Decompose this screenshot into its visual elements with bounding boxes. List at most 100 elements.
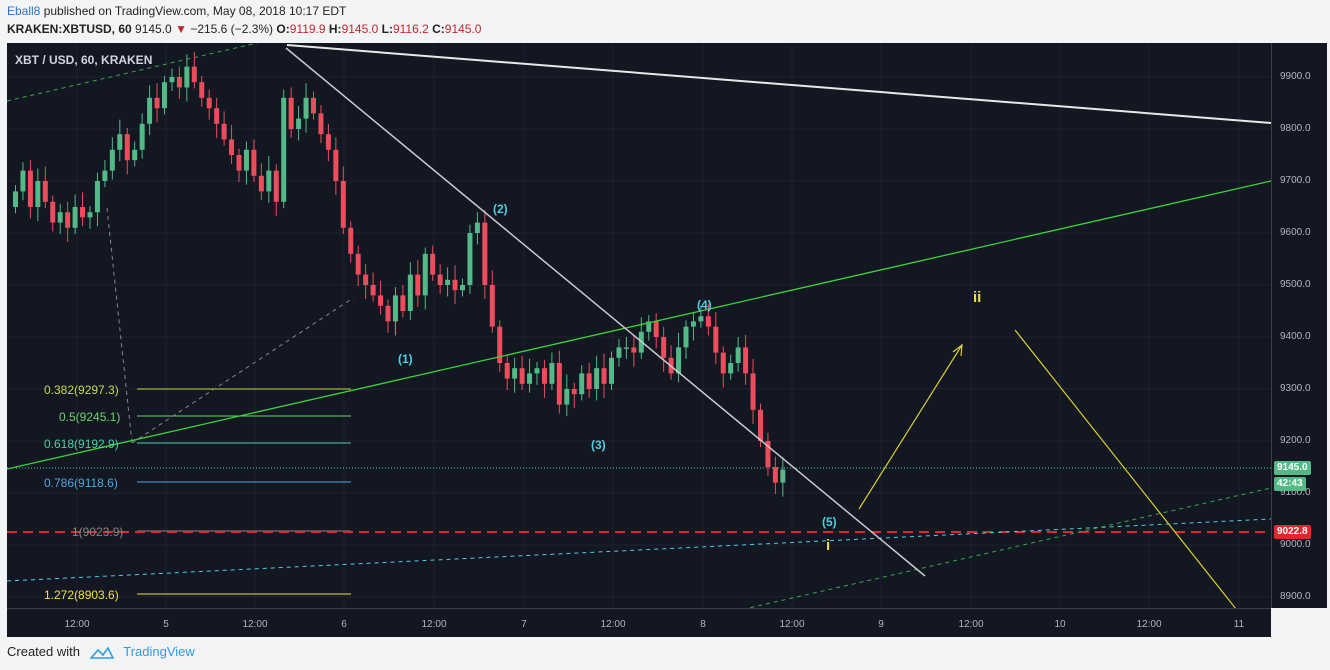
candle-body	[594, 368, 600, 389]
candle-body	[772, 467, 778, 483]
candle-body	[683, 326, 689, 348]
y-tick: 9200.0	[1280, 435, 1311, 446]
candle-body	[72, 207, 78, 228]
candle-body	[564, 389, 570, 405]
candle-body	[191, 66, 197, 83]
price-axis[interactable]: 9900.0 9800.0 9700.0 9600.0 9500.0 9400.…	[1271, 43, 1327, 608]
candle-body	[206, 97, 212, 109]
candle-body	[318, 113, 324, 135]
candle-body	[42, 181, 48, 202]
grid	[7, 43, 1271, 608]
y-tick: 8900.0	[1280, 591, 1311, 602]
wave-label-3: (3)	[591, 438, 606, 452]
candle-body	[303, 97, 309, 119]
x-tick: 5	[163, 619, 169, 630]
candle-body	[430, 253, 436, 275]
candle-body	[214, 108, 220, 124]
candle-body	[474, 222, 480, 233]
candle-body	[541, 368, 547, 384]
candle-body	[452, 279, 458, 291]
bar-countdown-label: 42:43	[1274, 477, 1306, 491]
high-label: H:	[328, 22, 342, 36]
candle-body	[154, 97, 160, 109]
drawings-front	[7, 44, 1271, 608]
last-price: 9145.0	[135, 22, 172, 36]
channel-upper-dashed	[7, 43, 258, 102]
candle-body	[288, 97, 294, 129]
y-tick: 9900.0	[1280, 71, 1311, 82]
fib-level-1272: 1.272(8903.6)	[44, 588, 119, 602]
arrow-head-icon	[952, 343, 963, 357]
candle-body	[35, 181, 41, 207]
ohlc-line: KRAKEN:XBTUSD, 60 9145.0 ▼ −215.6 (−2.3%…	[7, 22, 481, 36]
close-label: C:	[432, 22, 445, 36]
author-link[interactable]: Eball8	[7, 4, 41, 18]
y-tick: 9600.0	[1280, 227, 1311, 238]
wave-label-2: (2)	[493, 202, 508, 216]
y-tick: 9500.0	[1280, 279, 1311, 290]
candle-body	[132, 149, 138, 161]
candle-body	[728, 363, 734, 374]
candle-body	[400, 295, 406, 311]
symbol-label: KRAKEN:XBTUSD, 60	[7, 22, 132, 36]
created-with-label: Created with	[7, 644, 80, 659]
fib-level-05: 0.5(9245.1)	[59, 410, 121, 424]
low-value: 9116.2	[392, 22, 429, 36]
candle-body	[27, 170, 33, 207]
chart-symbol-title: XBT / USD, 60, KRAKEN	[15, 53, 153, 67]
x-tick: 12:00	[958, 619, 984, 630]
candle-body	[623, 347, 629, 349]
y-tick: 9800.0	[1280, 123, 1311, 134]
time-axis[interactable]: 12:00 5 12:00 6 12:00 7 12:00 8 12:00 9 …	[7, 608, 1271, 637]
candle-body	[579, 373, 585, 395]
projection-label-i: i	[826, 537, 831, 554]
candle-body	[229, 139, 235, 155]
candle-body	[467, 233, 473, 285]
candle-body	[221, 123, 227, 140]
candle-body	[534, 368, 540, 374]
down-trendline	[285, 47, 926, 577]
price-change: −215.6 (−2.3%)	[190, 22, 274, 36]
fib-level-0382: 0.382(9297.3)	[44, 383, 119, 397]
candle-body	[50, 201, 56, 223]
candle-body	[698, 316, 704, 322]
publish-line: Eball8 published on TradingView.com, May…	[7, 4, 346, 18]
candle-body	[676, 347, 682, 374]
x-tick: 12:00	[242, 619, 268, 630]
high-value: 9145.0	[341, 22, 379, 36]
candle-body	[147, 97, 153, 124]
candle-body	[333, 149, 339, 181]
publish-info: published on TradingView.com, May 08, 20…	[43, 4, 347, 18]
y-tick: 9700.0	[1280, 175, 1311, 186]
candle-body	[199, 82, 205, 98]
open-value: 9119.9	[289, 22, 326, 36]
candle-body	[460, 285, 465, 291]
candle-body	[266, 170, 272, 192]
wave-label-5: (5)	[822, 515, 837, 529]
tradingview-link[interactable]: TradingView	[123, 644, 195, 659]
candle-body	[705, 316, 711, 327]
candle-body	[325, 134, 331, 150]
y-tick: 9400.0	[1280, 331, 1311, 342]
chart-pane[interactable]: XBT / USD, 60, KRAKEN 0.382(9297.3) 0.5(…	[7, 43, 1271, 608]
x-tick: 12:00	[421, 619, 447, 630]
x-tick: 12:00	[779, 619, 805, 630]
candle-body	[713, 326, 719, 353]
candle-body	[162, 82, 167, 109]
candle-body	[236, 155, 242, 171]
candle-body	[482, 222, 488, 285]
close-value: 9145.0	[444, 22, 482, 36]
candle-body	[80, 207, 86, 218]
candle-body	[355, 253, 361, 275]
channel-lower-dashed	[746, 487, 1271, 608]
x-tick: 7	[521, 619, 527, 630]
x-tick: 12:00	[1136, 619, 1162, 630]
candle-body	[758, 409, 763, 441]
wave-label-1: (1)	[398, 352, 413, 366]
candle-body	[378, 295, 384, 306]
candle-body	[512, 368, 518, 379]
chart-canvas[interactable]	[7, 43, 1271, 608]
x-tick: 10	[1054, 619, 1066, 630]
projection-up-arrow	[858, 344, 963, 510]
candle-body	[661, 337, 667, 358]
